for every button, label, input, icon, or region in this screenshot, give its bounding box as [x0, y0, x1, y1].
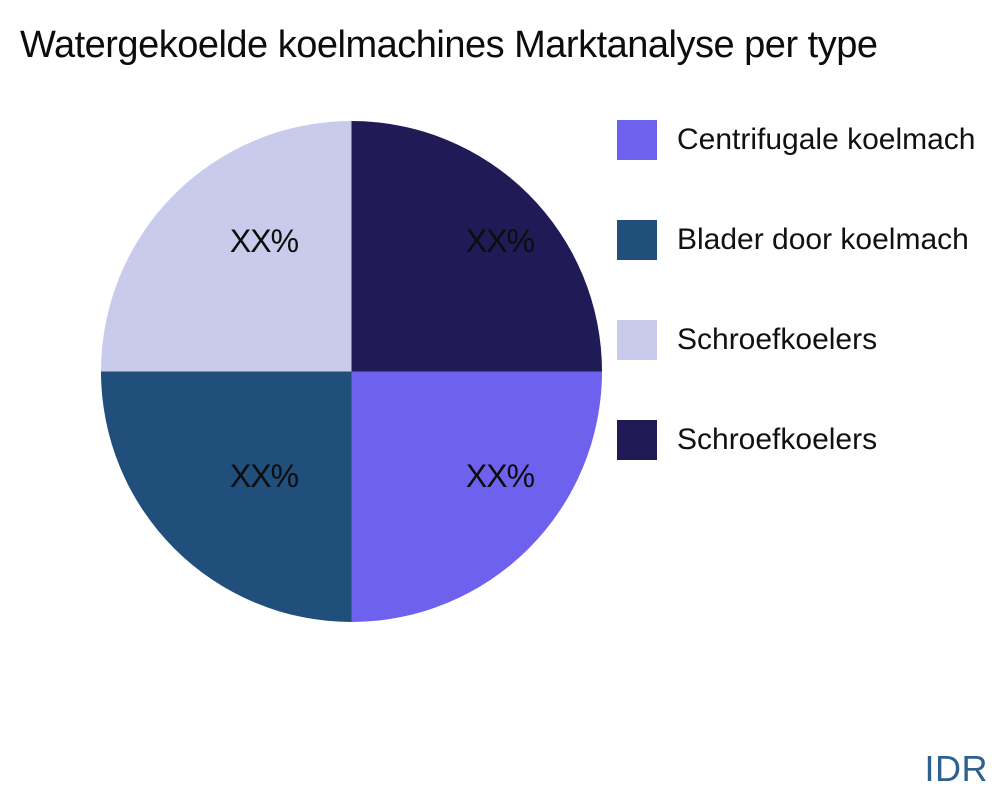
- legend-swatch-icon: [617, 420, 657, 460]
- legend-item-blader-door: Blader door koelmach: [617, 220, 976, 260]
- legend-label: Centrifugale koelmach: [677, 123, 976, 156]
- legend-swatch-icon: [617, 120, 657, 160]
- legend-label: Schroefkoelers: [677, 323, 878, 356]
- legend-item-centrifugale: Centrifugale koelmach: [617, 120, 976, 160]
- watermark-idr: IDR: [924, 748, 988, 789]
- pie-slice-top-right: [351, 121, 602, 372]
- legend-label: Blader door koelmach: [677, 223, 969, 256]
- legend-swatch: [617, 220, 657, 260]
- legend-swatch: [617, 320, 657, 360]
- pie-svg: XX% XX% XX% XX%: [101, 121, 602, 622]
- legend-swatch-icon: [617, 220, 657, 260]
- legend-item-schroefkoelers-1: Schroefkoelers: [617, 320, 976, 360]
- legend-label: Schroefkoelers: [677, 423, 878, 456]
- pie-slice-bottom-left: [101, 371, 352, 622]
- legend-swatch: [617, 420, 657, 460]
- chart-title: Watergekoelde koelmachines Marktanalyse …: [20, 24, 878, 66]
- pie-label-top-left: XX%: [230, 223, 299, 259]
- legend-swatch-icon: [617, 320, 657, 360]
- legend-item-schroefkoelers-2: Schroefkoelers: [617, 420, 976, 460]
- pie-label-bottom-left: XX%: [230, 458, 299, 494]
- pie-chart: XX% XX% XX% XX%: [101, 121, 602, 622]
- pie-slice-bottom-right: [351, 371, 602, 622]
- pie-slice-top-left: [101, 121, 352, 372]
- chart-legend: Centrifugale koelmach Blader door koelma…: [617, 120, 976, 520]
- pie-label-top-right: XX%: [466, 223, 535, 259]
- legend-swatch: [617, 120, 657, 160]
- pie-label-bottom-right: XX%: [466, 458, 535, 494]
